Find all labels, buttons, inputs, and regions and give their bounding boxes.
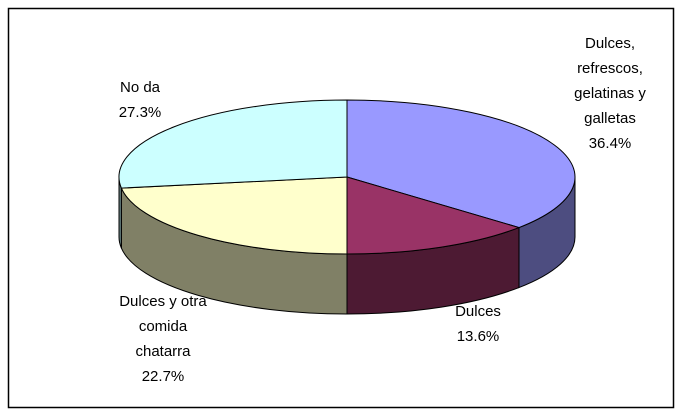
- slice: [120, 176, 348, 255]
- slice-value-label: 36.4%: [589, 135, 632, 152]
- slice-value-label: 27.3%: [119, 104, 162, 121]
- slice-label: Dulces, refrescos, gelatinas y galletas: [574, 35, 646, 127]
- slice: [118, 99, 348, 189]
- slice-label: No da: [120, 79, 161, 96]
- slice: [346, 99, 576, 229]
- slice-value-label: 22.7%: [142, 368, 185, 385]
- slice-value-label: 13.6%: [457, 328, 500, 345]
- slice-label: Dulces: [455, 303, 501, 320]
- slice: [346, 176, 521, 255]
- slice-label: Dulces y otra comida chatarra: [119, 293, 207, 360]
